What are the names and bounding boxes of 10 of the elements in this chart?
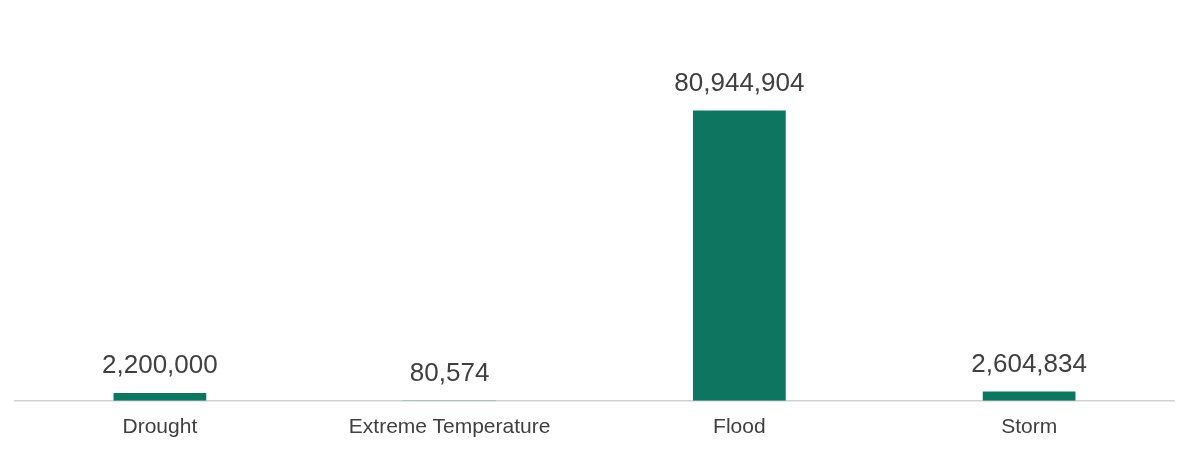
x-tick-label: Extreme Temperature (348, 414, 551, 438)
data-label: 2,200,000 (102, 349, 218, 380)
bar (693, 110, 786, 401)
x-tick-label: Drought (122, 414, 198, 438)
bar (982, 391, 1076, 401)
data-label: 80,944,904 (674, 66, 805, 97)
x-tick-label: Storm (1001, 414, 1058, 438)
x-tick-label: Flood (713, 414, 766, 438)
data-label: 80,574 (409, 356, 490, 387)
data-label: 2,604,834 (971, 347, 1087, 378)
